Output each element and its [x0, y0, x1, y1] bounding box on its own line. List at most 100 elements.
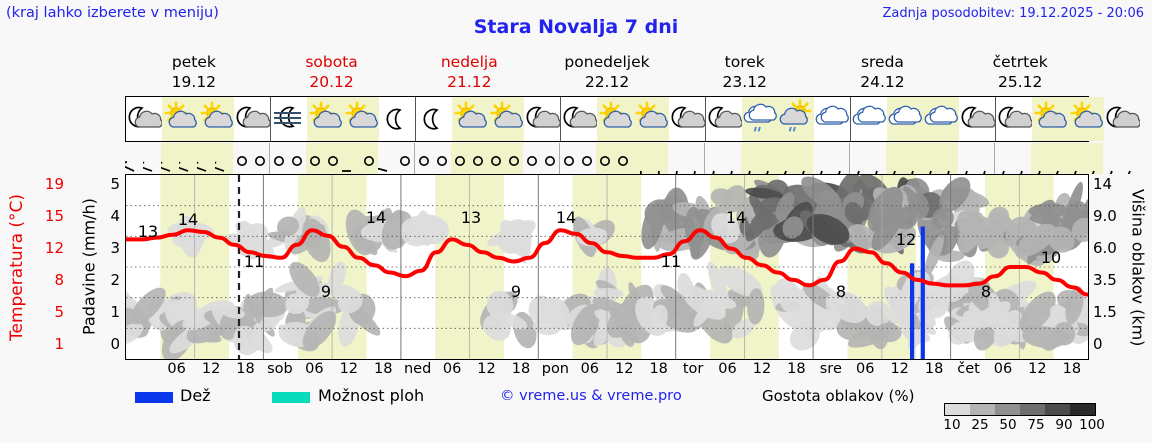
cloud-density-value-4: 90 — [1055, 417, 1073, 433]
wind-calm-icon — [614, 143, 632, 174]
x-tick-label: 12 — [615, 361, 634, 377]
cloud-density-layer — [126, 175, 1088, 359]
day-date: 21.12 — [447, 73, 492, 91]
temperature-label-4: 14 — [366, 208, 386, 227]
x-tick-label: 18 — [924, 361, 944, 377]
x-tick-label: 18 — [511, 361, 531, 377]
day-date: 23.12 — [722, 73, 767, 91]
temperature-tick-2: 12 — [44, 239, 64, 257]
legend-showers-label: Možnost ploh — [318, 386, 425, 405]
precipitation-tick-0: 5 — [110, 175, 120, 193]
moon-icon — [416, 97, 452, 141]
cloud-tick-0: 14 — [1093, 175, 1113, 193]
sun-cloud-icon — [162, 97, 198, 141]
precipitation-bar-1 — [920, 226, 925, 359]
sun-cloud-icon — [343, 97, 379, 141]
x-tick-label: ned — [403, 361, 432, 377]
day-name: četrtek — [992, 53, 1048, 71]
x-tick-label: 06 — [718, 361, 737, 377]
cloud-density-colorbar — [944, 403, 1096, 416]
x-tick-label: 06 — [305, 361, 324, 377]
wind-barb-icon — [1085, 143, 1103, 174]
wind-barb-icon — [940, 143, 958, 174]
day-header-1: sobota 20.12 — [263, 52, 401, 94]
day-header-6: četrtek 25.12 — [951, 52, 1089, 94]
temperature-tick-5: 1 — [54, 335, 64, 353]
night-cloudy-icon — [706, 97, 742, 141]
cloud-drizzle-icon — [742, 97, 778, 141]
wind-barb-band — [125, 143, 1131, 174]
day-date: 22.12 — [584, 73, 630, 91]
temperature-label-0: 13 — [138, 222, 158, 241]
day-name: ponedeljek — [564, 53, 650, 71]
wind-calm-icon — [451, 143, 469, 174]
x-tick-label: 06 — [580, 361, 600, 377]
temperature-label-13: 10 — [1041, 248, 1061, 267]
day-name: sobota — [305, 53, 358, 71]
wind-barb-icon — [161, 143, 179, 174]
x-labels-day-5: sre 06 12 18 — [814, 361, 952, 381]
wind-barb-icon — [668, 143, 686, 174]
wind-barb-icon — [868, 143, 886, 174]
temperature-axis-title: Temperatura (°C) — [7, 193, 27, 341]
wind-barb-icon — [958, 143, 976, 174]
temperature-label-12: 8 — [981, 282, 991, 301]
precipitation-axis-title: Padavine (mm/h) — [79, 198, 99, 336]
x-tick-label: 18 — [649, 361, 668, 377]
fog-night-icon — [271, 97, 307, 141]
day-header-4: torek 23.12 — [676, 52, 814, 94]
day-name: torek — [724, 53, 765, 71]
copyright-link[interactable]: © vreme.us & vreme.pro — [500, 388, 682, 404]
cloud-icon — [923, 97, 959, 141]
wind-calm-icon — [270, 143, 288, 174]
x-tick-label: 12 — [201, 361, 221, 377]
wind-barb-icon — [723, 143, 741, 174]
wind-barb-icon — [125, 143, 143, 174]
cloud-tick-5: 0 — [1093, 335, 1103, 353]
wind-barb-icon — [197, 143, 215, 174]
night-cloudy-icon — [996, 97, 1032, 141]
sun-cloud-icon — [633, 97, 669, 141]
wind-calm-icon — [596, 143, 614, 174]
temperature-label-6: 9 — [511, 282, 521, 301]
sun-cloud-icon — [597, 97, 633, 141]
day-name: sreda — [860, 53, 904, 71]
wind-barb-icon — [976, 143, 994, 174]
sun-cloud-icon — [488, 97, 524, 141]
wind-barb-icon — [705, 143, 723, 174]
temperature-tick-3: 8 — [54, 271, 64, 289]
cloud-density-value-5: 100 — [1079, 417, 1105, 433]
wind-barb-icon — [886, 143, 904, 174]
temperature-label-2: 11 — [244, 252, 264, 271]
wind-barb-icon — [813, 143, 831, 174]
x-tick-label: 12 — [339, 361, 359, 377]
wind-barb-icon — [179, 143, 197, 174]
cloud-axis-title: Višina oblakov (km) — [1128, 188, 1148, 347]
wind-barb-icon — [342, 143, 360, 174]
night-cloudy-icon — [524, 97, 560, 141]
day-header-2: nedelja 21.12 — [400, 52, 538, 94]
wind-calm-icon — [288, 143, 306, 174]
legend-rain-swatch — [135, 392, 173, 403]
night-cloudy-icon — [959, 97, 995, 141]
wind-barb-icon — [1049, 143, 1067, 174]
wind-calm-icon — [415, 143, 433, 174]
cloud-density-scale-numbers: 10 25 50 75 90 100 — [938, 417, 1106, 433]
wind-calm-icon — [560, 143, 578, 174]
cloud-density-swatch-3 — [1020, 404, 1045, 415]
cloud-icon — [814, 97, 850, 141]
day-header-3: ponedeljek 22.12 — [538, 52, 676, 94]
wind-barb-icon — [1031, 143, 1049, 174]
cloud-density-swatch-5 — [1070, 404, 1095, 415]
temperature-label-1: 14 — [178, 210, 198, 229]
precipitation-tick-2: 3 — [110, 239, 120, 257]
weather-icon-band — [125, 96, 1140, 142]
temperature-label-5: 13 — [461, 208, 481, 227]
temperature-label-9: 14 — [726, 208, 746, 227]
precipitation-bar-0 — [910, 263, 915, 359]
x-labels-day-2: ned 06 12 18 — [400, 361, 538, 381]
legend-showers-swatch — [272, 392, 310, 403]
precipitation-tick-1: 4 — [110, 207, 120, 225]
wind-calm-icon — [469, 143, 487, 174]
wind-barbs-day-3 — [560, 143, 705, 174]
